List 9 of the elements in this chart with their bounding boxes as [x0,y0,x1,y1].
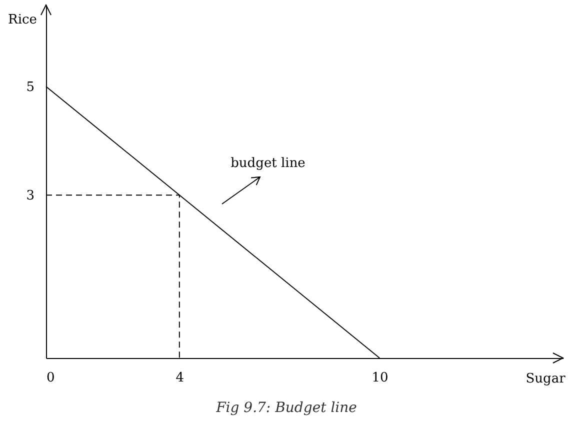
y-tick-label: 3 [26,188,34,204]
x-tick-label: 4 [176,370,184,386]
y-tick-label: 5 [26,80,34,95]
y-axis-title: Rice [8,12,38,28]
x-axis-title: Sugar [526,372,566,386]
annotation: budget line [230,156,306,171]
x-tick-label: 10 [372,370,388,386]
text: Fig 9.7: Budget line [215,400,357,416]
x-tick-label: 0 [46,370,55,386]
